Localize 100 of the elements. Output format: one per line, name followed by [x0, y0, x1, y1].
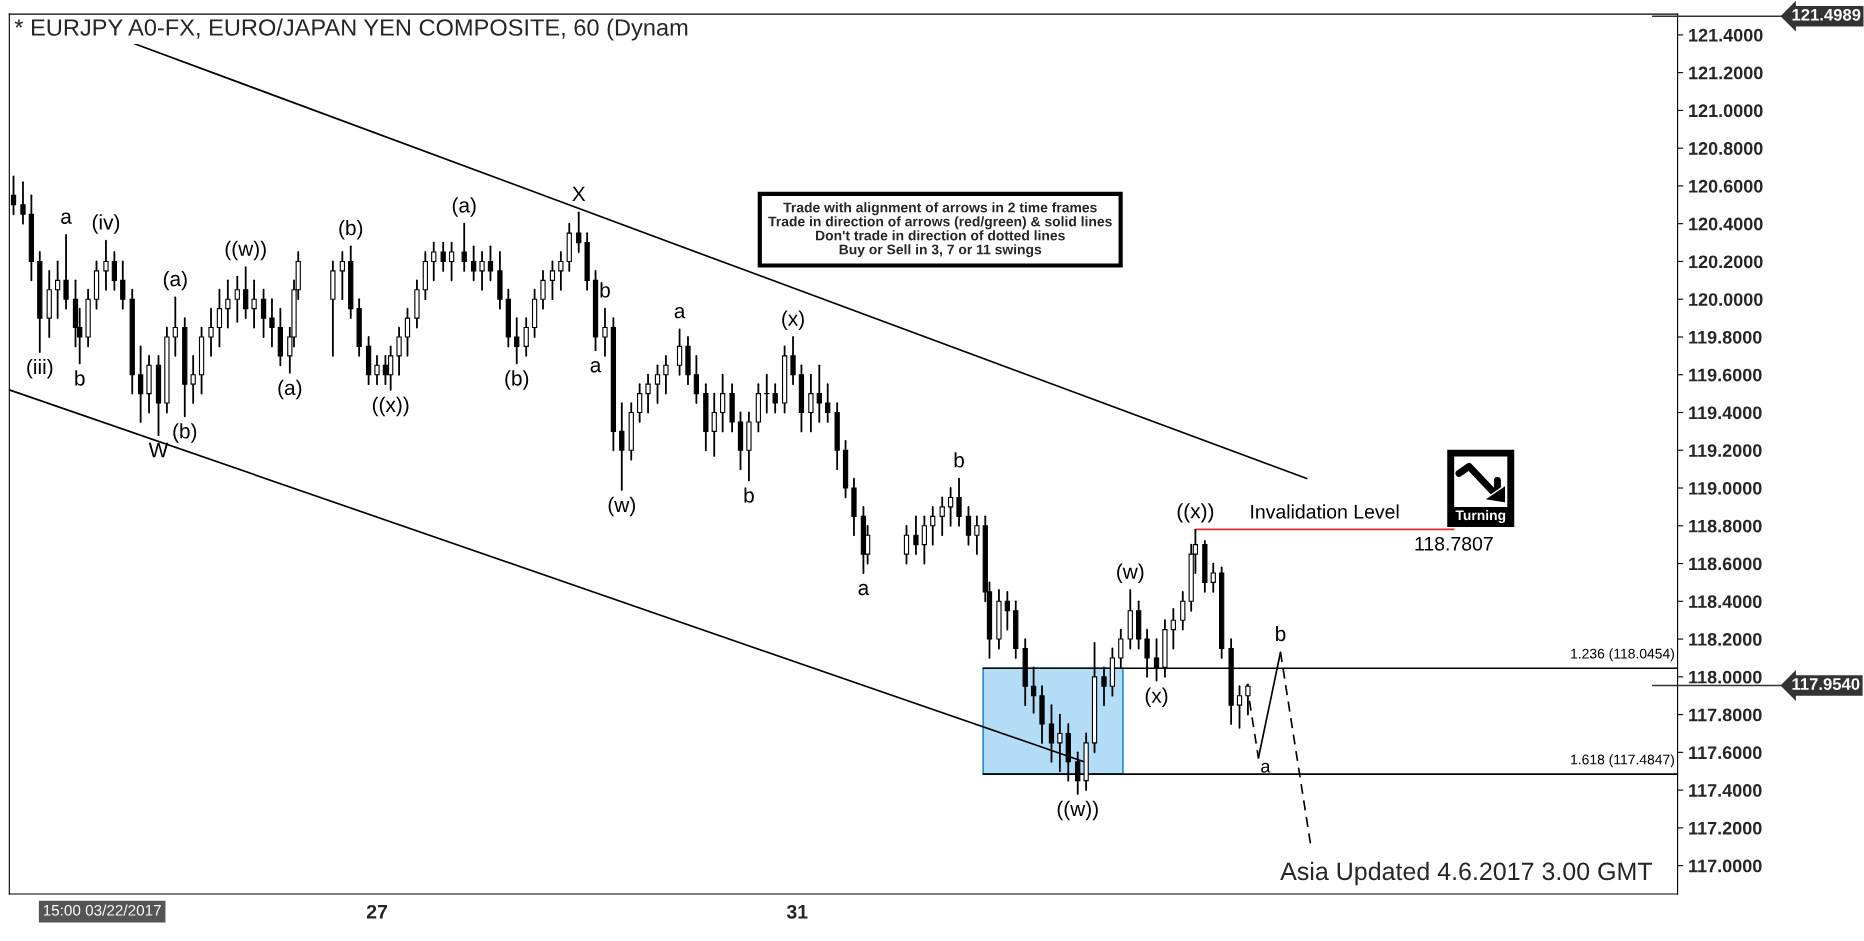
candlestick: [225, 279, 231, 329]
candlestick: [764, 373, 770, 414]
annotation: Turning: [1455, 510, 1506, 523]
candlestick: [111, 251, 118, 291]
candlestick: [251, 279, 257, 329]
annotation: (iv): [92, 214, 120, 234]
ref-line-label: 117.9540: [1792, 678, 1860, 690]
y-tick-label: 117.2000: [1689, 821, 1762, 835]
candlestick: [208, 307, 214, 357]
candlestick: [637, 383, 643, 423]
y-tick-label: 119.0000: [1689, 481, 1762, 495]
y-tick-label: 119.8000: [1689, 330, 1762, 344]
annotation: (b): [173, 423, 197, 443]
y-tick-label: 120.4000: [1689, 217, 1763, 231]
candlestick: [103, 239, 109, 291]
candlestick: [461, 222, 467, 272]
candlestick: [471, 245, 477, 282]
y-tick-label: 117.6000: [1689, 746, 1762, 760]
candlestick: [540, 269, 546, 310]
y-tick-label: 120.6000: [1689, 179, 1763, 193]
candlestick: [676, 328, 683, 376]
annotation: (a): [278, 379, 302, 400]
candlestick: [825, 383, 831, 423]
annotation: (b): [339, 219, 363, 240]
y-tick-label: 120.0000: [1689, 293, 1763, 306]
candlestick: [487, 245, 494, 282]
annotation: 1.236 (118.0454): [1571, 648, 1674, 662]
candlestick: [1210, 562, 1216, 593]
candlestick: [939, 496, 945, 537]
candlestick: [404, 307, 411, 357]
candlestick: [663, 354, 669, 395]
candlestick: [693, 354, 700, 404]
annotation: ((w)): [1057, 800, 1098, 821]
candlestick: [120, 260, 126, 310]
candlestick: [1180, 590, 1186, 631]
candlestick: [654, 364, 661, 404]
candlestick: [974, 515, 980, 556]
chart-title: * EURJPY A0-FX, EURO/JAPAN YEN COMPOSITE, 60 (Dynam: [14, 18, 688, 41]
y-tick-label: 119.2000: [1689, 444, 1762, 457]
candlestick: [808, 373, 814, 433]
candlestick: [20, 181, 26, 225]
y-tick-label: 120.8000: [1689, 142, 1763, 155]
candlestick: [396, 326, 402, 376]
annotation: b: [75, 370, 85, 386]
candlestick: [602, 307, 608, 357]
y-tick-label: 119.6000: [1689, 368, 1762, 382]
candlestick: [382, 354, 389, 386]
candlestick: [1170, 607, 1176, 650]
annotation: ((x)): [372, 396, 409, 417]
y-tick-label: 121.4000: [1689, 28, 1763, 42]
y-tick-label: 121.2000: [1689, 66, 1763, 80]
y-tick-label: 117.8000: [1689, 708, 1762, 722]
candlestick: [913, 515, 919, 556]
candlestick: [956, 477, 962, 527]
annotation: ((x)): [1177, 503, 1214, 523]
candlestick: [172, 296, 178, 357]
candlestick: [645, 373, 651, 414]
annotation: a: [61, 212, 72, 224]
annotation: X: [572, 186, 586, 202]
annotation: 118.7807: [1415, 536, 1493, 551]
annotation: b: [600, 282, 610, 298]
y-tick-label: 117.0000: [1689, 859, 1762, 873]
annotation: b: [1276, 625, 1286, 642]
annotation: b: [744, 487, 754, 503]
candlestick: [339, 251, 345, 301]
candlestick: [448, 241, 455, 282]
candlestick: [63, 234, 69, 310]
candlestick: [558, 251, 564, 291]
y-tick-label: 118.4000: [1689, 595, 1762, 609]
candlestick: [55, 260, 61, 319]
annotation: (x): [782, 310, 804, 331]
candlestick: [720, 373, 726, 433]
y-tick-label: 121.0000: [1689, 104, 1763, 118]
annotation: (x): [1145, 687, 1168, 707]
y-tick-label: 118.0000: [1689, 670, 1762, 684]
annotation: a: [674, 306, 686, 319]
candlestick: [1004, 590, 1010, 631]
ref-line-label: 121.4989: [1792, 8, 1861, 21]
annotation: (w): [608, 496, 635, 517]
candlestick: [903, 524, 910, 565]
candlestick: [965, 505, 972, 546]
candlestick: [260, 288, 267, 338]
y-tick-label: 117.4000: [1689, 784, 1762, 797]
candlestick: [947, 487, 954, 527]
candlestick: [514, 317, 520, 365]
candlestick: [921, 515, 927, 565]
annotation: a: [590, 361, 602, 373]
candlestick: [576, 211, 582, 253]
y-tick-label: 120.2000: [1689, 255, 1763, 269]
candlestick: [479, 251, 485, 291]
x-tick-label: 31: [786, 904, 808, 919]
annotation: (a): [452, 197, 476, 217]
annotation: (iii): [27, 359, 53, 379]
candlestick: [772, 383, 778, 414]
candlestick: [930, 505, 936, 546]
annotation: b: [954, 452, 964, 468]
annotation: Trade with alignment of arrows in 2 time frames Trade in direction of arrows (red/green) & solid lines Don't trade in direction of dotted lines Buy or Sell in 3, 7 or 11 swings: [768, 202, 1112, 258]
annotation: 1.618 (117.4847): [1571, 754, 1674, 768]
candlestick: [711, 392, 717, 457]
y-tick-label: 118.2000: [1689, 633, 1762, 646]
